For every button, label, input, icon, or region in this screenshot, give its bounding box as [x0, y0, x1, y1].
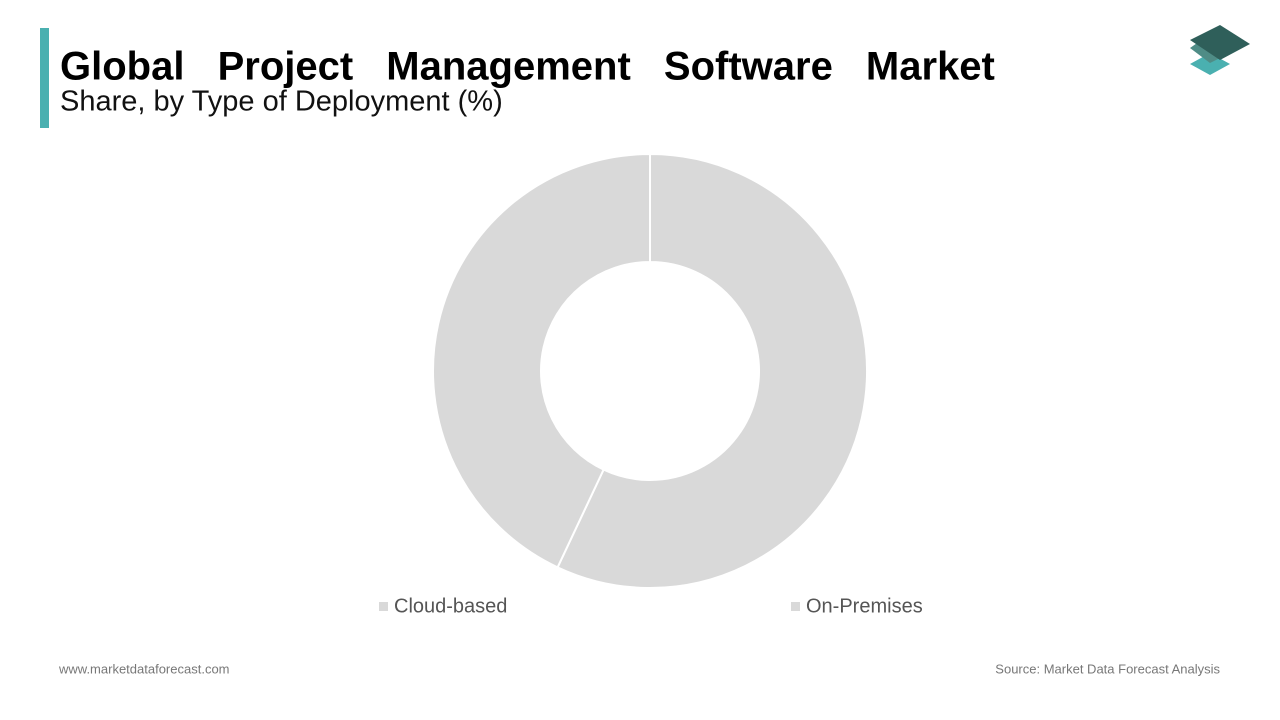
- slice: [432, 152, 651, 569]
- logo: [1190, 25, 1250, 75]
- legend-label: Cloud-based: [394, 595, 507, 617]
- chart-subtitle: Share, by Type of Deployment (%): [60, 86, 503, 118]
- chart-title: Global Project Management Software Marke…: [60, 45, 995, 89]
- legend-marker: [791, 602, 800, 611]
- plot: Cloud-based On-Premises: [379, 152, 923, 617]
- footer-right: Source: Market Data Forecast Analysis: [995, 661, 1220, 676]
- footer-left: www.marketdataforecast.com: [58, 661, 230, 676]
- legend-marker: [379, 602, 388, 611]
- legend-label: On-Premises: [806, 595, 923, 617]
- slice: [556, 152, 868, 589]
- title-accent: [40, 28, 49, 128]
